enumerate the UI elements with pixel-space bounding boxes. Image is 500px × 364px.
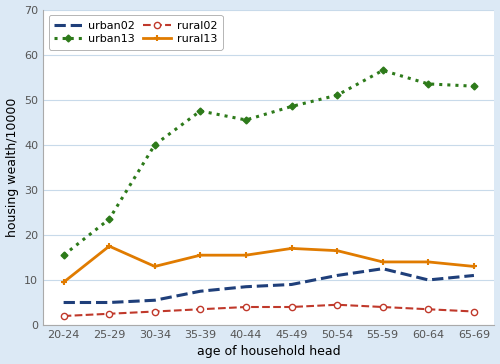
Legend: urban02, urban13, rural02, rural13: urban02, urban13, rural02, rural13 <box>48 15 222 50</box>
Y-axis label: housing wealth/10000: housing wealth/10000 <box>6 98 18 237</box>
X-axis label: age of household head: age of household head <box>197 345 340 359</box>
